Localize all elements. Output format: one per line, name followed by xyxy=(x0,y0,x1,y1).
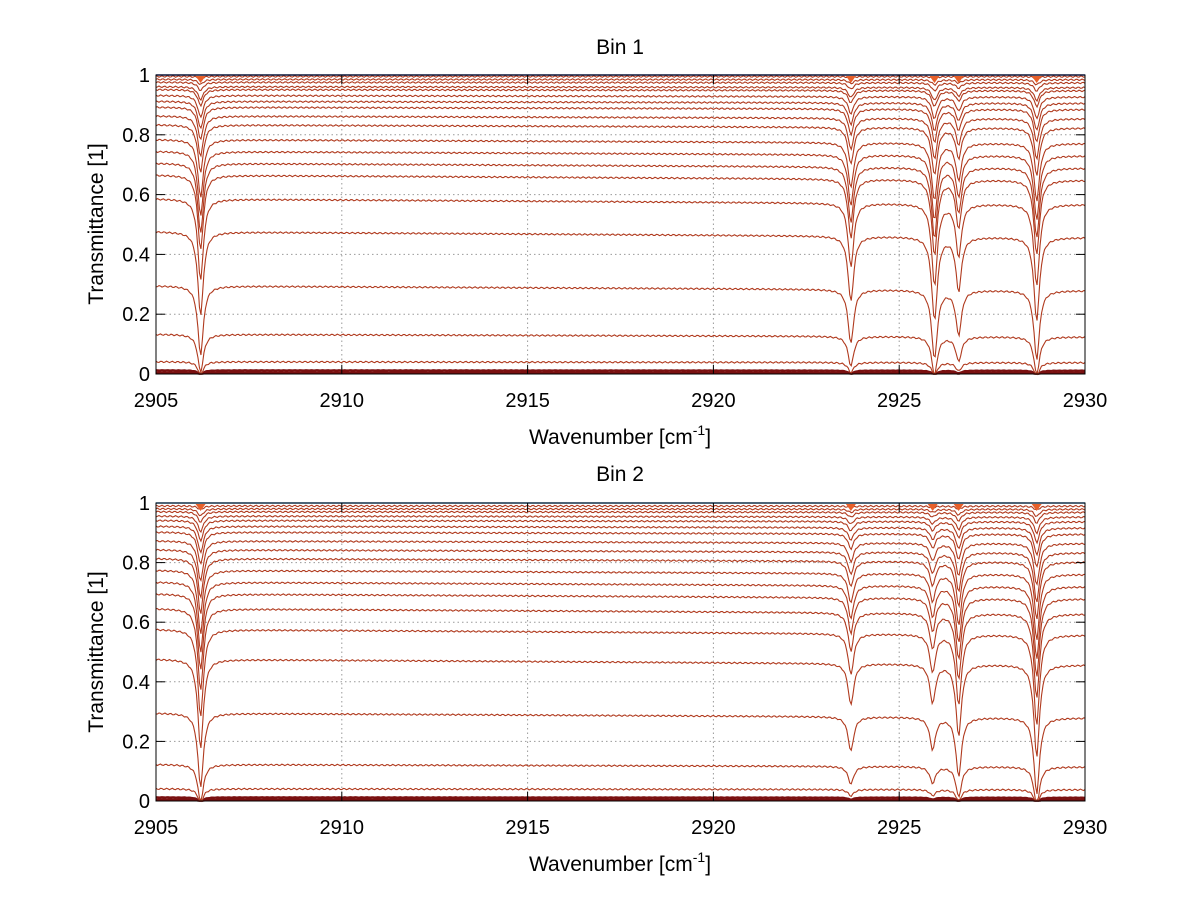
series-line-9 xyxy=(155,581,1086,659)
peak-marker-3 xyxy=(953,504,964,511)
series-line-19 xyxy=(155,507,1086,518)
series-line-2 xyxy=(155,360,1086,375)
series-line-6 xyxy=(155,628,1086,725)
series-line-18 xyxy=(155,81,1086,92)
x-tick-label: 2920 xyxy=(691,390,736,412)
y-tick-label: 0 xyxy=(139,364,150,386)
y-tick-label: 0.8 xyxy=(122,125,150,147)
chart-title: Bin 2 xyxy=(596,463,644,486)
peak-marker-4 xyxy=(1031,504,1042,511)
x-tick-label: 2925 xyxy=(877,390,922,412)
chart-bin-2: Bin 2 2905 2910 2915 2920 2925 2930 0 0.2 0.4 0.… xyxy=(85,463,1107,876)
x-tick-label: 2920 xyxy=(691,817,736,839)
series-line-12 xyxy=(155,114,1086,161)
series-line-20 xyxy=(155,75,1086,80)
y-tick-label: 0.4 xyxy=(122,244,150,266)
series-line-14 xyxy=(155,100,1086,131)
series-line-4 xyxy=(155,284,1086,360)
x-axis-label: Wavenumber [cm-1] xyxy=(529,849,711,876)
plot-area xyxy=(156,75,1085,374)
series-line-11 xyxy=(155,123,1086,176)
chart-title: Bin 1 xyxy=(596,36,644,59)
series-line-5 xyxy=(155,658,1086,757)
x-tick-label: 2910 xyxy=(320,817,365,839)
series-line-3 xyxy=(155,763,1086,803)
y-tick-label: 1 xyxy=(139,65,150,87)
peak-marker-2 xyxy=(927,504,938,511)
series-line-7 xyxy=(155,174,1086,256)
series-line-5 xyxy=(155,231,1086,321)
x-tick-label: 2905 xyxy=(134,390,179,412)
series-line-9 xyxy=(155,150,1086,220)
axes-frame xyxy=(155,74,1086,375)
series-line-10 xyxy=(155,569,1086,640)
series-line-4 xyxy=(155,712,1086,794)
series-line-8 xyxy=(155,593,1086,677)
peak-marker-4 xyxy=(1031,76,1042,83)
x-tick-label: 2925 xyxy=(877,817,922,839)
y-axis-label: Transmittance [1] xyxy=(85,143,108,304)
y-axis-label: Transmittance [1] xyxy=(85,571,108,732)
series-line-6 xyxy=(155,197,1086,287)
series-line-17 xyxy=(155,85,1086,103)
y-tick-label: 0 xyxy=(139,791,150,813)
series-line-12 xyxy=(155,548,1086,603)
x-axis-label: Wavenumber [cm-1] xyxy=(529,422,711,449)
chart-bin-1: Bin 1 2905 2910 2915 2920 2925 2930 0 0.2 0.4 0.… xyxy=(85,36,1107,449)
series-line-1 xyxy=(155,796,1086,802)
y-tick-label: 0.6 xyxy=(122,612,150,634)
series-line-11 xyxy=(155,557,1086,620)
series-line-3 xyxy=(155,333,1086,376)
peak-marker-0 xyxy=(195,504,206,511)
series-line-7 xyxy=(155,607,1086,698)
peak-marker-2 xyxy=(929,76,940,83)
series-line-2 xyxy=(155,787,1086,802)
series-line-15 xyxy=(155,525,1086,557)
y-tick-label: 1 xyxy=(139,493,150,515)
axes-frame xyxy=(155,502,1086,802)
peak-marker-0 xyxy=(195,76,206,83)
series-line-14 xyxy=(155,531,1086,568)
series-line-18 xyxy=(155,510,1086,524)
series-line-10 xyxy=(155,138,1086,202)
y-tick-label: 0.6 xyxy=(122,185,150,207)
series-line-13 xyxy=(155,539,1086,586)
x-tick-label: 2905 xyxy=(134,817,179,839)
peak-marker-1 xyxy=(845,504,856,511)
series-line-17 xyxy=(155,514,1086,535)
y-tick-label: 0.8 xyxy=(122,553,150,575)
peak-marker-3 xyxy=(953,76,964,83)
y-tick-label: 0.2 xyxy=(122,304,150,326)
series-line-0 xyxy=(155,798,1086,802)
y-tick-label: 0.4 xyxy=(122,672,150,694)
series-line-19 xyxy=(155,78,1086,86)
x-tick-label: 2930 xyxy=(1063,817,1108,839)
x-tick-label: 2915 xyxy=(505,390,550,412)
series-line-0 xyxy=(155,371,1086,375)
peak-marker-1 xyxy=(845,76,856,83)
plot-area xyxy=(156,503,1085,801)
series-line-16 xyxy=(155,519,1086,545)
series-line-16 xyxy=(155,88,1086,109)
series-line-15 xyxy=(155,94,1086,120)
y-tick-label: 0.2 xyxy=(122,731,150,753)
x-tick-label: 2910 xyxy=(320,390,365,412)
series-line-8 xyxy=(155,162,1086,238)
x-tick-label: 2930 xyxy=(1063,390,1108,412)
series-line-13 xyxy=(155,106,1086,144)
series-line-1 xyxy=(155,369,1086,375)
x-tick-label: 2915 xyxy=(505,817,550,839)
